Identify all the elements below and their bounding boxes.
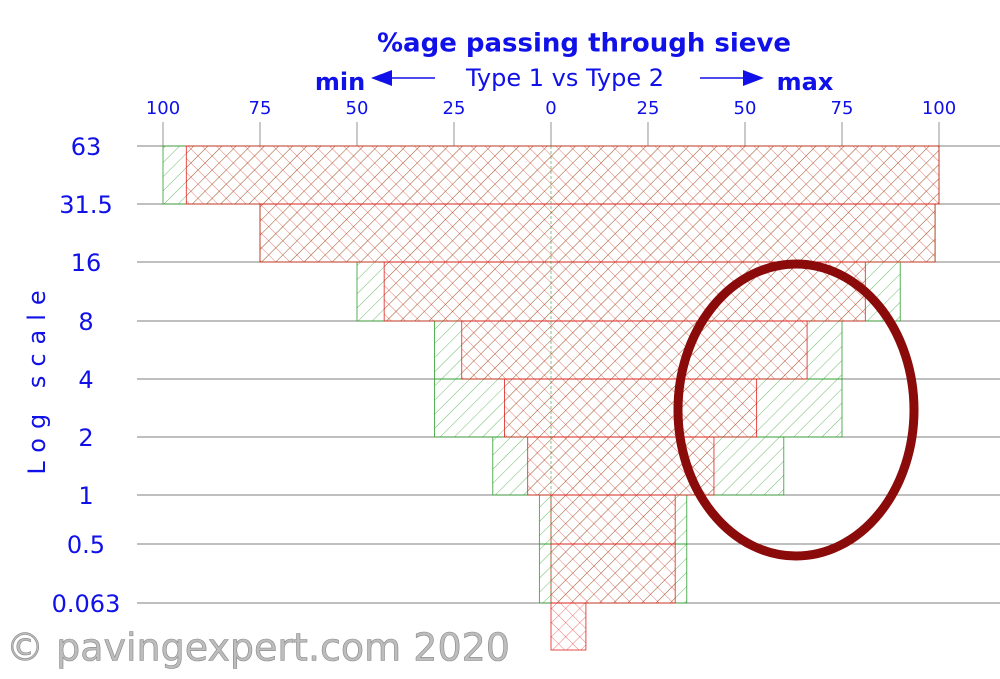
y-tick-label: 8 xyxy=(78,308,93,336)
x-tick-label: 25 xyxy=(637,98,660,119)
x-tick-label: 100 xyxy=(922,98,956,119)
highlight-ellipse xyxy=(673,259,919,561)
watermark: © pavingexpert.com 2020 xyxy=(6,626,510,670)
y-tick-label: 0.5 xyxy=(67,531,105,559)
envelope-bar xyxy=(185,145,940,205)
x-tick-label: 0 xyxy=(545,98,556,119)
envelope-bar xyxy=(550,602,587,651)
y-tick-label: 2 xyxy=(78,424,93,452)
plot-area: 63 31.5 16 8 4 2 1 0.5 0.063 100 75 50 25 0 25 50 75 100 xyxy=(52,98,1000,651)
x-tick-label: 50 xyxy=(734,98,757,119)
envelope-bar xyxy=(259,203,936,263)
envelope-bar xyxy=(504,378,758,438)
y-tick-label: 16 xyxy=(71,249,102,277)
envelope-bar xyxy=(550,494,676,545)
chart-title: %age passing through sieve xyxy=(377,29,791,59)
max-label: max xyxy=(777,68,834,96)
y-tick-label: 0.063 xyxy=(52,590,121,618)
arrows xyxy=(371,70,764,86)
y-tick-label: 1 xyxy=(78,482,93,510)
x-tick-label: 50 xyxy=(346,98,369,119)
x-tick-label: 75 xyxy=(831,98,854,119)
x-tick-label: 25 xyxy=(443,98,466,119)
envelope-bar xyxy=(383,261,866,322)
y-axis-label: Log scale xyxy=(23,281,51,474)
y-tick-label: 31.5 xyxy=(59,191,112,219)
y-tick-label: 63 xyxy=(71,133,102,161)
y-tick-label: 4 xyxy=(78,366,93,394)
envelope-bar xyxy=(550,543,676,604)
x-tick-label: 100 xyxy=(146,98,180,119)
subtitle: Type 1 vs Type 2 xyxy=(465,64,664,92)
min-label: min xyxy=(315,68,365,96)
envelope-bar xyxy=(461,320,808,380)
x-tick-label: 75 xyxy=(249,98,272,119)
